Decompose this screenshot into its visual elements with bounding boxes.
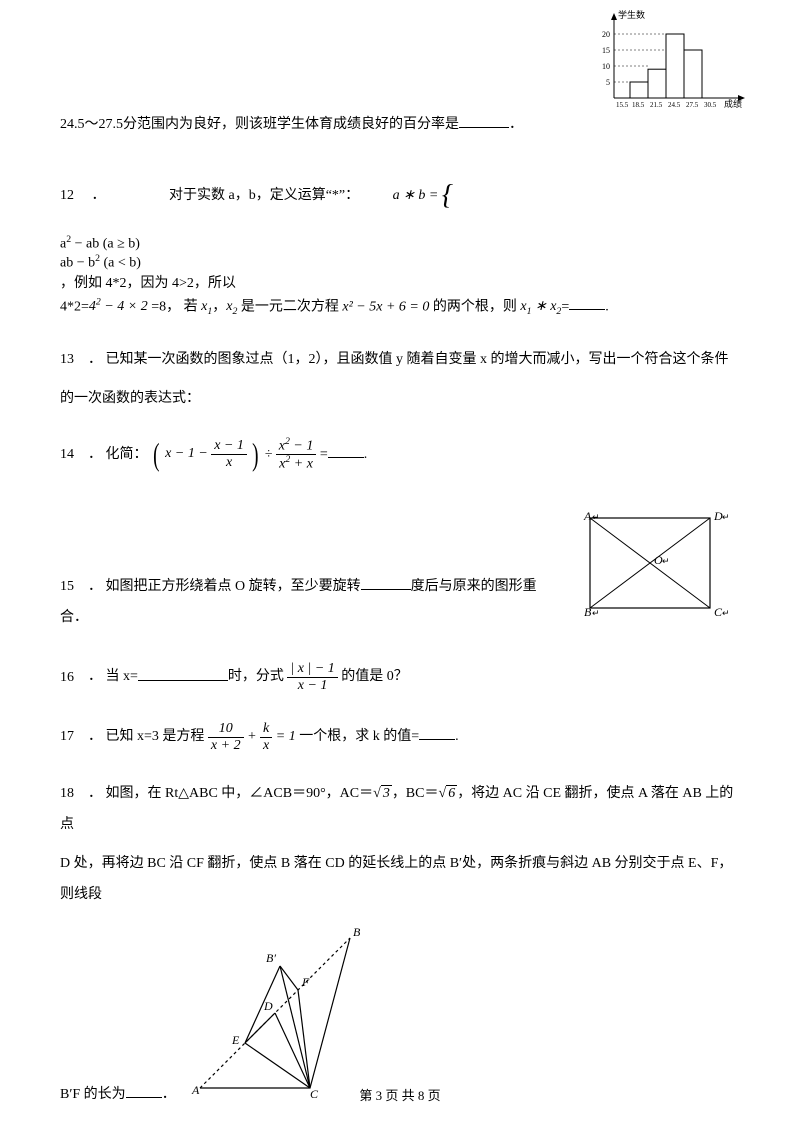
- svg-text:↵: ↵: [722, 608, 730, 618]
- q16-blank: [138, 667, 228, 681]
- svg-text:↵: ↵: [662, 556, 670, 566]
- page-footer: 第 3 页 共 8 页: [60, 1085, 740, 1104]
- svg-text:B: B: [353, 925, 361, 939]
- q12-eg: ，例如 4*2，因为 4>2，所以: [60, 276, 236, 291]
- q13-t2: 的一次函数的表达式：: [60, 391, 200, 406]
- q18-body: 18． 如图，在 Rt△ABC 中，∠ACB＝90°，AC＝√3，BC＝√6，将…: [60, 779, 740, 841]
- q16-t1: 当 x=: [106, 670, 138, 685]
- q14-num: 14: [60, 447, 74, 462]
- q15-blank: [361, 576, 411, 590]
- svg-text:21.5: 21.5: [650, 101, 663, 109]
- svg-text:A: A: [583, 509, 592, 523]
- q12-op: a ∗ b = {: [393, 188, 457, 203]
- q12-mid: 若: [184, 299, 198, 314]
- svg-text:24.5: 24.5: [668, 101, 681, 109]
- q18-t2: ，BC＝: [392, 786, 439, 801]
- q12-eq: x² − 5x + 6 = 0: [342, 299, 429, 314]
- q11-period: ．: [509, 117, 523, 132]
- svg-text:10: 10: [602, 62, 610, 71]
- q14-body: 14． 化简： ( x − 1 − x − 1x ) ÷ x2 − 1x2 + …: [60, 437, 740, 472]
- q12-line2: 4*2=42 − 4 × 2 =8， 若 x1，x2 是一元二次方程 x² − …: [60, 292, 740, 323]
- svg-text:30.5: 30.5: [704, 101, 717, 109]
- q18-num: 18: [60, 786, 74, 801]
- q14-eq: =: [320, 447, 328, 462]
- q13-line2: 的一次函数的表达式：: [60, 384, 740, 415]
- q17-num: 17: [60, 729, 74, 744]
- square-figure: A↵ D↵ B↵ C↵ O↵: [570, 508, 730, 633]
- fold-figure: A C B B′ E D F: [180, 918, 380, 1111]
- svg-text:成绩: 成绩: [724, 98, 742, 109]
- q12-num: 12: [60, 188, 74, 203]
- svg-text:学生数: 学生数: [618, 9, 645, 20]
- q18-t1: 如图，在 Rt△ABC 中，∠ACB＝90°，AC＝: [106, 786, 374, 801]
- q17-body: 17． 已知 x=3 是方程 10x + 2 + kx = 1 一个根，求 k …: [60, 721, 740, 753]
- q18-t4: D 处，再将边 BC 沿 CF 翻折，使点 B 落在 CD 的延长线上的点 B′…: [60, 856, 732, 902]
- q15-num: 15: [60, 579, 74, 594]
- q15-t1: 如图把正方形绕着点 O 旋转，至少要旋转: [106, 579, 361, 594]
- q11-blank: [459, 114, 509, 128]
- svg-text:27.5: 27.5: [686, 101, 699, 109]
- q13-t1: 已知某一次函数的图象过点（1，2），且函数值 y 随着自变量 x 的增大而减小，…: [106, 352, 729, 367]
- svg-text:B′: B′: [266, 951, 276, 965]
- q12-dot: ．: [92, 188, 106, 203]
- svg-text:5: 5: [606, 78, 610, 87]
- svg-text:↵: ↵: [592, 608, 600, 618]
- q11-tail: 分范围内为良好，则该班学生体育成绩良好的百分率是: [123, 117, 459, 132]
- q14-txt: 化简：: [106, 447, 148, 462]
- q18-line2: D 处，再将边 BC 沿 CF 翻折，使点 B 落在 CD 的延长线上的点 B′…: [60, 849, 740, 911]
- svg-text:20: 20: [602, 30, 610, 39]
- svg-text:D: D: [263, 999, 273, 1013]
- svg-text:B: B: [584, 605, 592, 619]
- q12-cr: =8，: [151, 299, 180, 314]
- q12-pre: 对于实数 a，b，定义运算“*”：: [169, 188, 359, 203]
- q16-num: 16: [60, 670, 74, 685]
- q11-range: 24.5～27.5: [60, 117, 123, 132]
- q17-blank: [419, 726, 455, 740]
- svg-text:15.5: 15.5: [616, 101, 629, 109]
- histogram-chart: 5 10 15 20 15.5 18.5 21.5 24.5 27.5 30.5…: [590, 8, 750, 118]
- svg-text:↵: ↵: [722, 512, 730, 522]
- q13-num: 13: [60, 352, 74, 367]
- q12-cl: 4*2=: [60, 299, 89, 314]
- svg-text:18.5: 18.5: [632, 101, 645, 109]
- q14-expr: ( x − 1 − x − 1x ): [151, 438, 261, 470]
- svg-text:E: E: [231, 1033, 240, 1047]
- q16-t3: 的值是 0？: [341, 670, 408, 685]
- q17-t1: 已知 x=3 是方程: [106, 729, 205, 744]
- q12-aft: 的两个根，则: [433, 299, 517, 314]
- q18-line3: B′F 的长为． A C B B′ E D: [60, 918, 740, 1111]
- q16-t2: 时，分式: [228, 670, 284, 685]
- q12-blank: [569, 296, 605, 310]
- footer-text: 第 3 页 共 8 页: [359, 1088, 440, 1103]
- q17-t2: 一个根，求 k 的值=: [299, 729, 419, 744]
- svg-text:↵: ↵: [592, 512, 600, 522]
- q16-body: 16． 当 x=时，分式 | x | − 1x − 1 的值是 0？: [60, 661, 740, 693]
- q12-body: 12 ． 对于实数 a，b，定义运算“*”： a ∗ b = {: [60, 165, 740, 227]
- q13-body: 13． 已知某一次函数的图象过点（1，2），且函数值 y 随着自变量 x 的增大…: [60, 345, 740, 376]
- svg-text:F: F: [301, 975, 310, 989]
- svg-text:15: 15: [602, 46, 610, 55]
- q14-blank: [328, 444, 364, 458]
- q12-mt: 是一元二次方程: [241, 299, 339, 314]
